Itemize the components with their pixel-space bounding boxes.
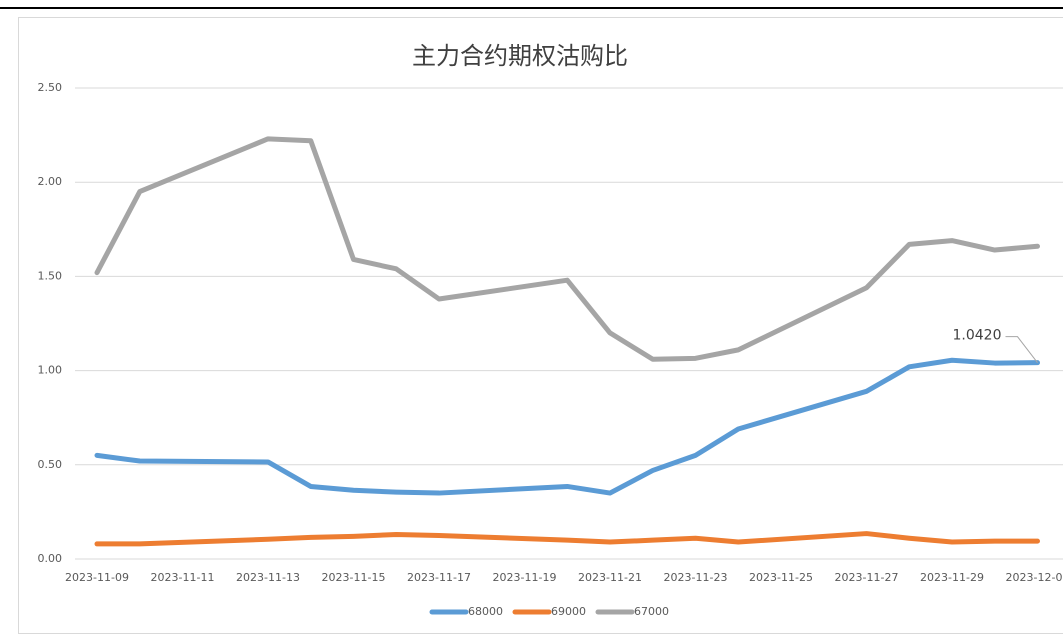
x-tick-label: 2023-12-01 xyxy=(1006,571,1063,584)
chart-title: 主力合约期权沽购比 xyxy=(412,42,628,70)
chart-border xyxy=(18,17,1063,634)
series-line xyxy=(94,357,1040,496)
y-tick-label: 2.00 xyxy=(38,175,63,188)
x-tick-label: 2023-11-13 xyxy=(236,571,300,584)
x-tick-label: 2023-11-09 xyxy=(65,571,129,584)
data-label: 1.0420 xyxy=(953,328,1002,344)
legend-label: 69000 xyxy=(551,605,586,618)
x-tick-label: 2023-11-29 xyxy=(920,571,984,584)
x-tick-label: 2023-11-17 xyxy=(407,571,471,584)
x-tick-label: 2023-11-21 xyxy=(578,571,642,584)
y-tick-label: 2.50 xyxy=(38,81,63,94)
x-tick-label: 2023-11-27 xyxy=(835,571,899,584)
y-tick-label: 1.00 xyxy=(38,364,63,377)
legend-label: 67000 xyxy=(634,605,669,618)
x-tick-label: 2023-11-19 xyxy=(493,571,557,584)
legend-label: 68000 xyxy=(468,605,503,618)
x-tick-label: 2023-11-23 xyxy=(664,571,728,584)
y-tick-label: 1.50 xyxy=(38,269,63,282)
series-line xyxy=(94,136,1040,362)
series-line xyxy=(94,531,1040,547)
x-tick-label: 2023-11-25 xyxy=(749,571,813,584)
label-leader xyxy=(1005,336,1038,363)
x-tick-label: 2023-11-15 xyxy=(322,571,386,584)
y-tick-label: 0.00 xyxy=(38,552,63,565)
x-tick-label: 2023-11-11 xyxy=(151,571,215,584)
y-tick-label: 0.50 xyxy=(38,458,63,471)
